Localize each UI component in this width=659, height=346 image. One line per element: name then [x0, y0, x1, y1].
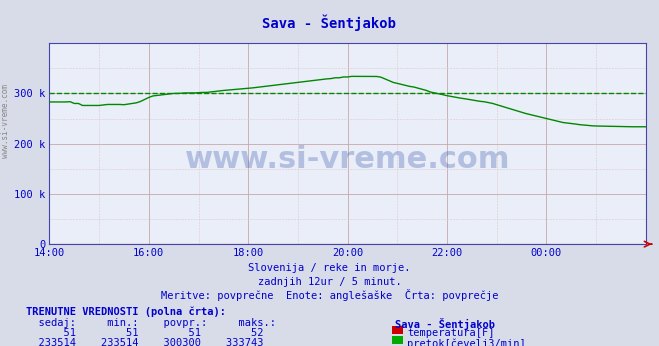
- Text: temperatura[F]: temperatura[F]: [407, 328, 495, 338]
- Text: pretok[čevelj3/min]: pretok[čevelj3/min]: [407, 338, 526, 346]
- Text: Meritve: povprečne  Enote: anglešaške  Črta: povprečje: Meritve: povprečne Enote: anglešaške Črt…: [161, 289, 498, 301]
- Text: Sava - Šentjakob: Sava - Šentjakob: [262, 14, 397, 31]
- Text: TRENUTNE VREDNOSTI (polna črta):: TRENUTNE VREDNOSTI (polna črta):: [26, 306, 226, 317]
- Text: zadnjih 12ur / 5 minut.: zadnjih 12ur / 5 minut.: [258, 277, 401, 287]
- Text: 233514    233514    300300    333743: 233514 233514 300300 333743: [26, 338, 264, 346]
- Text: www.si-vreme.com: www.si-vreme.com: [1, 84, 10, 158]
- Text: www.si-vreme.com: www.si-vreme.com: [185, 145, 510, 174]
- Text: Slovenija / reke in morje.: Slovenija / reke in morje.: [248, 263, 411, 273]
- Text: 51        51        51        52: 51 51 51 52: [26, 328, 264, 338]
- Text: Sava - Šentjakob: Sava - Šentjakob: [395, 318, 496, 330]
- Text: sedaj:     min.:    povpr.:     maks.:: sedaj: min.: povpr.: maks.:: [26, 318, 276, 328]
